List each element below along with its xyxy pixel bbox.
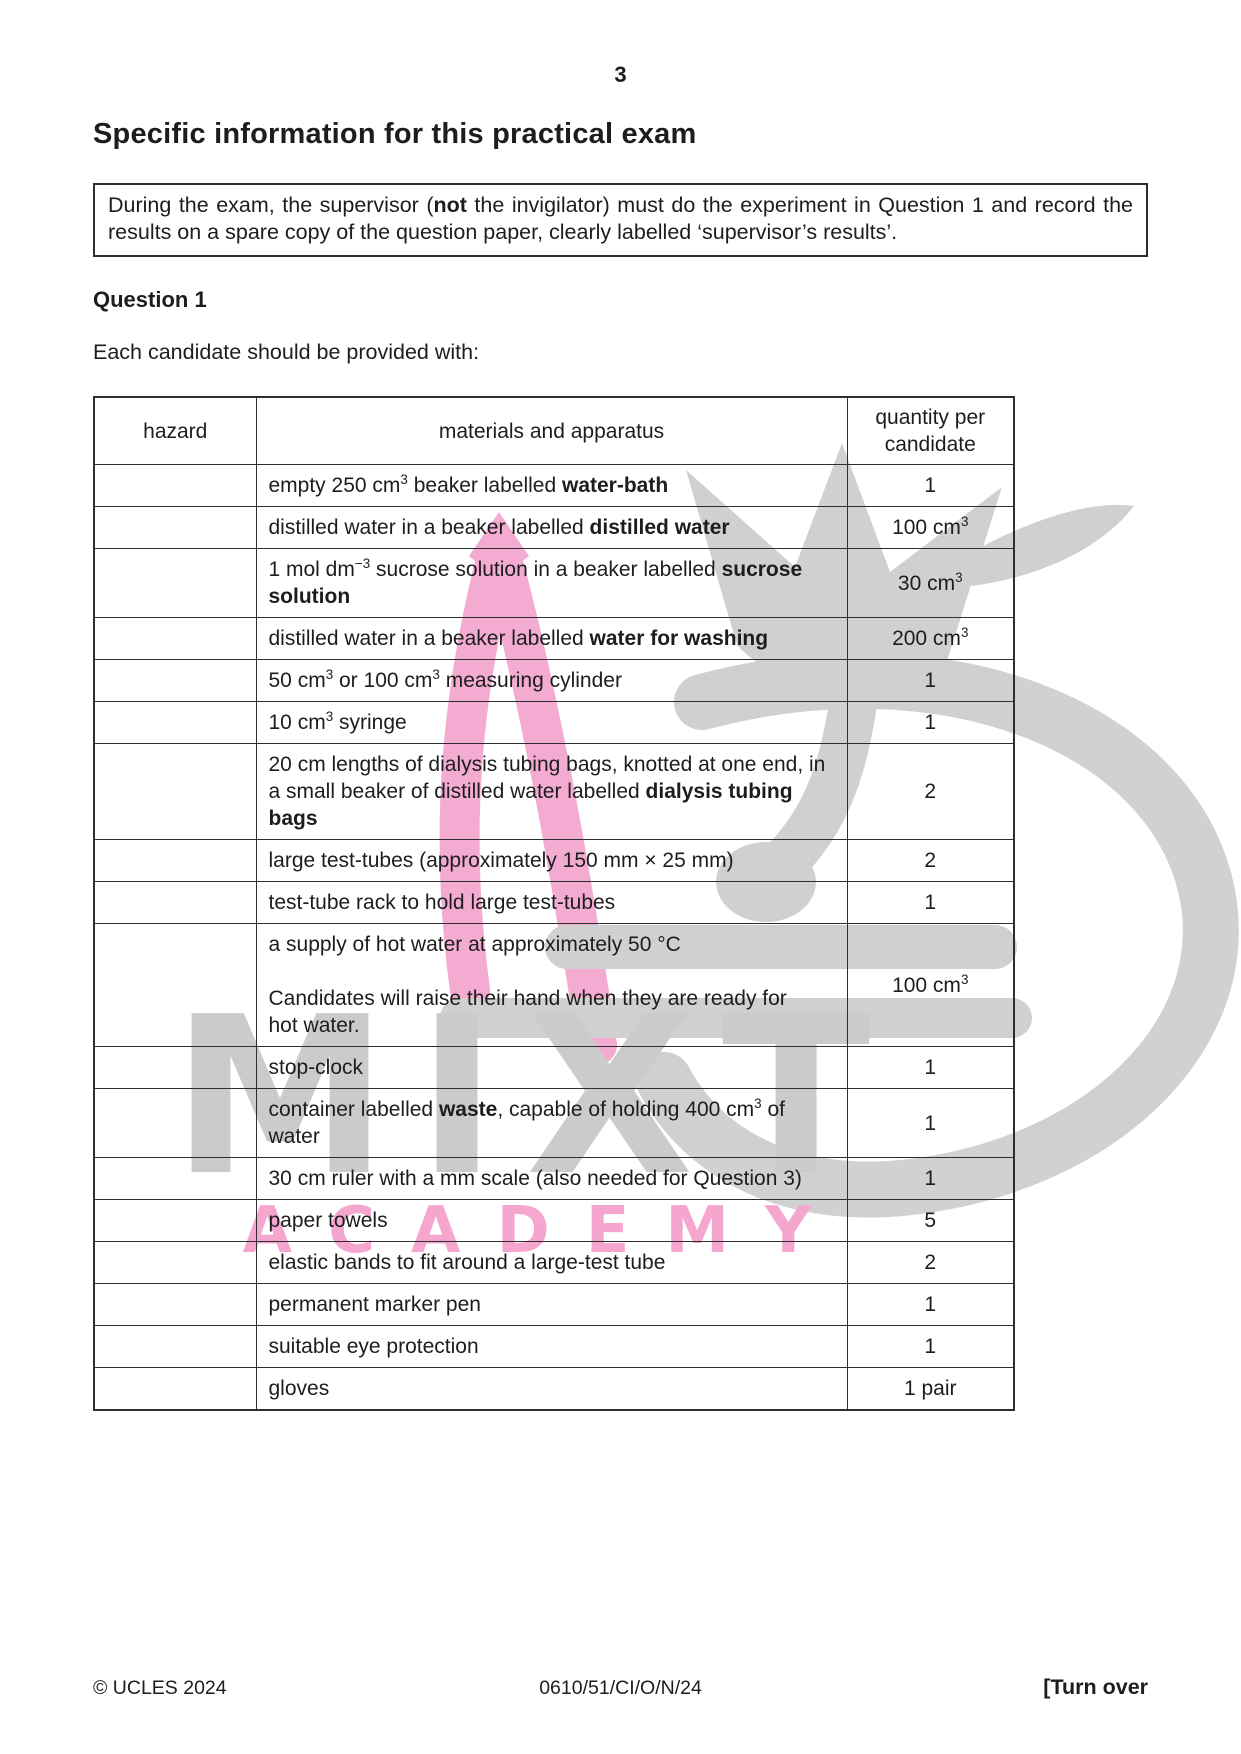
- footer-turn-over: [Turn over: [1043, 1675, 1149, 1699]
- materials-cell: 1 mol dm−3 sucrose solution in a beaker …: [255, 548, 848, 618]
- table-row: distilled water in a beaker labelled dis…: [93, 506, 1015, 549]
- quantity-cell: 1: [846, 464, 1015, 507]
- hazard-cell: [93, 1367, 257, 1411]
- hazard-cell: [93, 548, 257, 618]
- table-row: empty 250 cm3 beaker labelled water-bath…: [93, 464, 1015, 507]
- table-row: 10 cm3 syringe 1: [93, 701, 1015, 744]
- quantity-cell: 1 pair: [846, 1367, 1015, 1411]
- hazard-cell: [93, 1157, 257, 1200]
- hazard-cell: [93, 1283, 257, 1326]
- quantity-cell: 1: [846, 881, 1015, 924]
- hazard-cell: [93, 701, 257, 744]
- quantity-cell: 2: [846, 1241, 1015, 1284]
- materials-cell: suitable eye protection: [255, 1325, 848, 1368]
- table-row: 1 mol dm−3 sucrose solution in a beaker …: [93, 548, 1015, 618]
- hazard-cell: [93, 617, 257, 660]
- table-row: paper towels 5: [93, 1199, 1015, 1242]
- intro-text: Each candidate should be provided with:: [93, 340, 480, 364]
- materials-cell: paper towels: [255, 1199, 848, 1242]
- hazard-cell: [93, 839, 257, 882]
- table-row: large test-tubes (approximately 150 mm ×…: [93, 839, 1015, 882]
- question-heading: Question 1: [93, 287, 207, 312]
- materials-cell: elastic bands to fit around a large-test…: [255, 1241, 848, 1284]
- materials-cell: 20 cm lengths of dialysis tubing bags, k…: [255, 743, 848, 840]
- materials-cell: container labelled waste, capable of hol…: [255, 1088, 848, 1158]
- table-row: gloves 1 pair: [93, 1367, 1015, 1411]
- quantity-cell: 1: [846, 1325, 1015, 1368]
- table-row: permanent marker pen 1: [93, 1283, 1015, 1326]
- header-quantity: quantity per candidate: [846, 396, 1015, 465]
- table-row: test-tube rack to hold large test-tubes 1: [93, 881, 1015, 924]
- hazard-cell: [93, 1088, 257, 1158]
- materials-cell: 30 cm ruler with a mm scale (also needed…: [255, 1157, 848, 1200]
- supervisor-notice-text: During the exam, the supervisor (not the…: [108, 193, 1133, 244]
- materials-cell: a supply of hot water at approximately 5…: [255, 923, 848, 1047]
- table-row: 30 cm ruler with a mm scale (also needed…: [93, 1157, 1015, 1200]
- table-row: container labelled waste, capable of hol…: [93, 1088, 1015, 1158]
- hazard-cell: [93, 1325, 257, 1368]
- hazard-cell: [93, 464, 257, 507]
- materials-cell: distilled water in a beaker labelled wat…: [255, 617, 848, 660]
- hazard-cell: [93, 506, 257, 549]
- quantity-cell: 1: [846, 1157, 1015, 1200]
- hazard-cell: [93, 659, 257, 702]
- header-hazard: hazard: [93, 396, 257, 465]
- section-heading: Specific information for this practical …: [93, 118, 697, 150]
- notice-bold-word: not: [433, 193, 467, 217]
- quantity-cell: 1: [846, 701, 1015, 744]
- footer-paper-code: 0610/51/CI/O/N/24: [539, 1677, 702, 1699]
- hazard-cell: [93, 923, 257, 1047]
- supervisor-notice-box: During the exam, the supervisor (not the…: [93, 183, 1148, 257]
- quantity-cell: 100 cm3: [846, 923, 1015, 1047]
- table-row: distilled water in a beaker labelled wat…: [93, 617, 1015, 660]
- table-row: stop-clock 1: [93, 1046, 1015, 1089]
- materials-cell: large test-tubes (approximately 150 mm ×…: [255, 839, 848, 882]
- table-row: suitable eye protection 1: [93, 1325, 1015, 1368]
- materials-cell: stop-clock: [255, 1046, 848, 1089]
- quantity-cell: 2: [846, 839, 1015, 882]
- materials-cell: 10 cm3 syringe: [255, 701, 848, 744]
- materials-cell: gloves: [255, 1367, 848, 1411]
- materials-cell: 50 cm3 or 100 cm3 measuring cylinder: [255, 659, 848, 702]
- footer-copyright: © UCLES 2024: [93, 1677, 227, 1699]
- materials-cell: test-tube rack to hold large test-tubes: [255, 881, 848, 924]
- hazard-cell: [93, 1199, 257, 1242]
- page-footer: © UCLES 2024 0610/51/CI/O/N/24 [Turn ove…: [93, 1675, 1148, 1700]
- table-row: 20 cm lengths of dialysis tubing bags, k…: [93, 743, 1015, 840]
- header-materials: materials and apparatus: [255, 396, 848, 465]
- table-row: a supply of hot water at approximately 5…: [93, 923, 1015, 1047]
- quantity-cell: 100 cm3: [846, 506, 1015, 549]
- hazard-cell: [93, 1046, 257, 1089]
- quantity-cell: 1: [846, 1283, 1015, 1326]
- quantity-cell: 2: [846, 743, 1015, 840]
- materials-cell: distilled water in a beaker labelled dis…: [255, 506, 848, 549]
- quantity-cell: 200 cm3: [846, 617, 1015, 660]
- materials-table: hazard materials and apparatus quantity …: [93, 396, 1015, 1411]
- quantity-cell: 1: [846, 1046, 1015, 1089]
- table-header-row: hazard materials and apparatus quantity …: [93, 396, 1015, 465]
- materials-cell: permanent marker pen: [255, 1283, 848, 1326]
- table-row: 50 cm3 or 100 cm3 measuring cylinder 1: [93, 659, 1015, 702]
- hazard-cell: [93, 881, 257, 924]
- quantity-cell: 1: [846, 1088, 1015, 1158]
- page-content: 3 Specific information for this practica…: [93, 62, 1148, 1411]
- hazard-cell: [93, 1241, 257, 1284]
- quantity-cell: 30 cm3: [846, 548, 1015, 618]
- hazard-cell: [93, 743, 257, 840]
- quantity-cell: 5: [846, 1199, 1015, 1242]
- materials-table-body: empty 250 cm3 beaker labelled water-bath…: [93, 464, 1015, 1411]
- page-number: 3: [614, 62, 627, 87]
- quantity-cell: 1: [846, 659, 1015, 702]
- materials-cell: empty 250 cm3 beaker labelled water-bath: [255, 464, 848, 507]
- table-row: elastic bands to fit around a large-test…: [93, 1241, 1015, 1284]
